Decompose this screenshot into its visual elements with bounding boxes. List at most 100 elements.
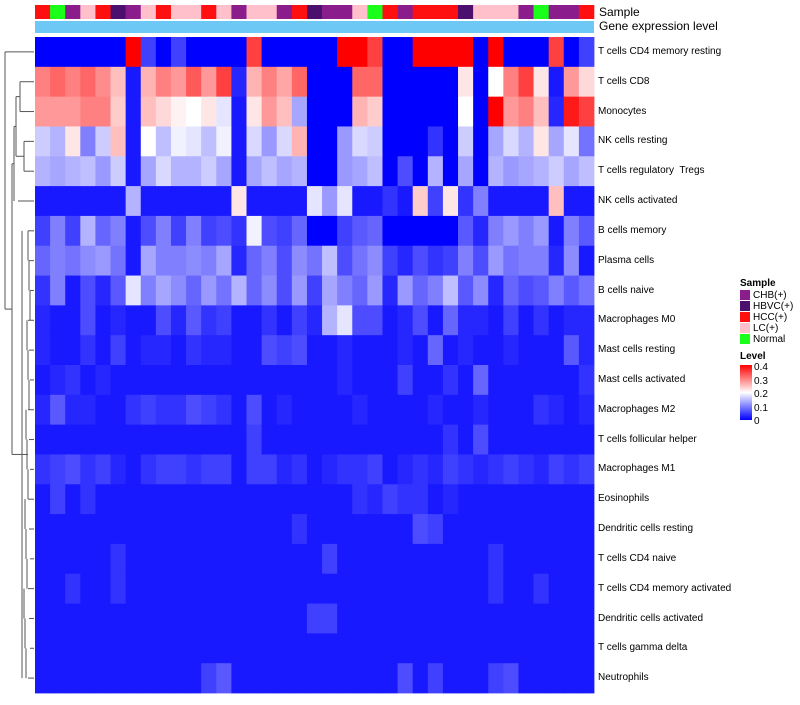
heatmap-cell bbox=[216, 663, 232, 694]
heatmap-cell bbox=[518, 305, 534, 336]
heatmap-cell bbox=[533, 66, 550, 98]
heatmap-cell bbox=[201, 543, 217, 575]
heatmap-cell bbox=[563, 514, 580, 545]
level-colorbar bbox=[740, 365, 752, 420]
heatmap-cell bbox=[65, 543, 81, 575]
heatmap-cell bbox=[246, 454, 263, 485]
heatmap-cell bbox=[231, 484, 247, 515]
heatmap-cell bbox=[261, 633, 278, 664]
heatmap-cell bbox=[442, 454, 459, 485]
heatmap-cell bbox=[442, 573, 459, 604]
sample-annotation-cell bbox=[291, 5, 308, 19]
heatmap-cell bbox=[201, 156, 217, 187]
heatmap-cell bbox=[352, 543, 368, 575]
heatmap-cell bbox=[458, 603, 474, 634]
heatmap-cell bbox=[201, 514, 217, 545]
heatmap-cell bbox=[140, 484, 157, 515]
heatmap-cell bbox=[458, 275, 474, 306]
sample-annotation-cell bbox=[155, 5, 172, 19]
heatmap-cell bbox=[50, 663, 66, 694]
row-label: B cells naive bbox=[598, 284, 655, 296]
heatmap-cell bbox=[110, 275, 127, 306]
heatmap-cell bbox=[261, 66, 278, 98]
heatmap-cell bbox=[276, 186, 293, 217]
heatmap-cell bbox=[352, 633, 368, 664]
heatmap-cell bbox=[95, 37, 111, 68]
heatmap-cell bbox=[458, 245, 474, 276]
heatmap-cell bbox=[35, 514, 51, 545]
heatmap-cell bbox=[35, 186, 51, 217]
heatmap-cell bbox=[397, 245, 414, 276]
heatmap-cell bbox=[382, 37, 398, 68]
heatmap-cell bbox=[533, 305, 550, 336]
heatmap-cell bbox=[397, 424, 414, 455]
heatmap-cell bbox=[352, 245, 368, 276]
heatmap-cell bbox=[50, 275, 66, 306]
heatmap-cell bbox=[170, 573, 187, 604]
heatmap-cell bbox=[503, 514, 519, 545]
heatmap-cell bbox=[352, 514, 368, 545]
sample-annotation-cell bbox=[397, 5, 413, 19]
heatmap-cell bbox=[35, 603, 51, 634]
heatmap-cell bbox=[473, 514, 489, 545]
sample-annotation-cell bbox=[110, 5, 126, 19]
heatmap-cell bbox=[35, 335, 51, 366]
heatmap-cell bbox=[231, 633, 247, 664]
heatmap-cell bbox=[306, 484, 323, 515]
heatmap-cell bbox=[427, 37, 444, 68]
heatmap-cell bbox=[503, 424, 519, 455]
heatmap-cell bbox=[35, 424, 51, 455]
heatmap-cell bbox=[216, 37, 232, 68]
heatmap-cell bbox=[276, 305, 293, 336]
sample-annotation-cell bbox=[246, 5, 262, 19]
row-label: Macrophages M0 bbox=[598, 314, 676, 326]
heatmap-cell bbox=[518, 394, 534, 426]
row-dendrogram bbox=[4, 51, 34, 679]
heatmap-cell bbox=[276, 335, 293, 366]
heatmap-cell bbox=[110, 96, 127, 127]
heatmap-cell bbox=[518, 126, 534, 157]
heatmap-cell bbox=[548, 543, 565, 575]
heatmap-cell bbox=[246, 365, 263, 396]
heatmap-cell bbox=[488, 335, 504, 366]
heatmap-cell bbox=[306, 663, 323, 694]
heatmap-cell bbox=[216, 96, 232, 127]
heatmap-cell bbox=[110, 66, 127, 98]
heatmap-cell bbox=[352, 663, 368, 694]
heatmap-cell bbox=[261, 365, 278, 396]
heatmap-cell bbox=[337, 514, 353, 545]
heatmap-cell bbox=[50, 186, 66, 217]
heatmap-cell bbox=[518, 186, 534, 217]
heatmap-cell bbox=[95, 156, 111, 187]
heatmap-cell bbox=[125, 126, 142, 157]
heatmap-cell bbox=[246, 96, 263, 127]
heatmap-cell bbox=[65, 335, 81, 366]
heatmap-cell bbox=[367, 275, 383, 306]
heatmap-cell bbox=[458, 394, 474, 426]
row-label: T cells CD8 bbox=[598, 75, 650, 87]
heatmap-cell bbox=[306, 454, 323, 485]
heatmap-cell bbox=[125, 424, 142, 455]
heatmap-cell bbox=[473, 66, 489, 98]
heatmap-cell bbox=[170, 126, 187, 157]
heatmap-cell bbox=[201, 365, 217, 396]
row-label: Dendritic cells resting bbox=[598, 523, 694, 534]
heatmap-cell bbox=[170, 514, 187, 545]
heatmap-cell bbox=[337, 365, 353, 396]
heatmap-cell bbox=[261, 484, 278, 515]
heatmap-cell bbox=[548, 156, 565, 187]
heatmap-cell bbox=[503, 543, 519, 575]
heatmap-cell bbox=[442, 633, 459, 664]
heatmap-cell bbox=[578, 484, 595, 515]
heatmap-cell bbox=[80, 514, 96, 545]
heatmap-cell bbox=[201, 215, 217, 247]
heatmap-cell bbox=[397, 663, 414, 694]
heatmap-cell bbox=[397, 484, 414, 515]
heatmap-cell bbox=[125, 156, 142, 187]
heatmap-cell bbox=[155, 484, 172, 515]
heatmap-cell bbox=[533, 663, 550, 694]
heatmap-cell bbox=[578, 215, 595, 247]
heatmap-cell bbox=[533, 484, 550, 515]
heatmap-cell bbox=[337, 66, 353, 98]
heatmap-cell bbox=[186, 633, 202, 664]
